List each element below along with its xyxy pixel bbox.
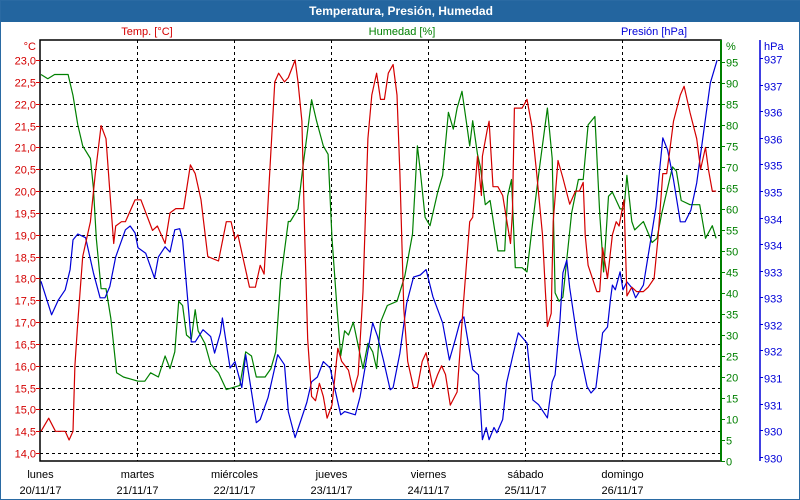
temp-tick-label: 15,0 bbox=[15, 405, 36, 417]
x-tick-day: lunes bbox=[27, 469, 54, 481]
pressure-tick-label: 937 bbox=[764, 82, 782, 94]
pressure-tick-label: 931 bbox=[764, 401, 782, 413]
x-tick-date: 23/11/17 bbox=[310, 485, 352, 497]
pressure-tick-label: 933 bbox=[764, 268, 782, 280]
temp-tick-label: 18,5 bbox=[15, 253, 36, 265]
legend-pressure: Presión [hPa] bbox=[621, 26, 687, 38]
temp-tick-label: 14,0 bbox=[15, 449, 36, 461]
humidity-tick-label: 15 bbox=[726, 394, 738, 406]
pressure-tick-label: 935 bbox=[764, 188, 782, 200]
humidity-tick-label: 30 bbox=[726, 331, 738, 343]
x-tick-day: jueves bbox=[315, 469, 348, 481]
temp-tick-label: 21,0 bbox=[15, 143, 36, 155]
humidity-tick-label: 20 bbox=[726, 373, 738, 385]
temp-tick-label: 20,5 bbox=[15, 165, 36, 177]
pressure-unit: hPa bbox=[764, 41, 784, 53]
legend-temp: Temp. [°C] bbox=[121, 26, 172, 38]
pressure-tick-label: 933 bbox=[764, 294, 782, 306]
pressure-tick-label: 937 bbox=[764, 55, 782, 67]
temp-tick-label: 17,5 bbox=[15, 296, 36, 308]
x-tick-day: domingo bbox=[601, 469, 643, 481]
pressure-tick-label: 934 bbox=[764, 241, 782, 253]
x-tick-date: 20/11/17 bbox=[19, 485, 61, 497]
humidity-tick-label: 80 bbox=[726, 121, 738, 133]
temp-tick-label: 22,0 bbox=[15, 100, 36, 112]
pressure-tick-label: 932 bbox=[764, 321, 782, 333]
temp-tick-label: 23,0 bbox=[15, 56, 36, 68]
temp-tick-label: 15,5 bbox=[15, 384, 36, 396]
x-tick-date: 21/11/17 bbox=[116, 485, 158, 497]
x-tick-day: miércoles bbox=[211, 469, 259, 481]
pressure-series-line bbox=[40, 60, 718, 441]
temp-tick-label: 19,5 bbox=[15, 209, 36, 221]
humidity-tick-label: 90 bbox=[726, 79, 738, 91]
humidity-unit: % bbox=[726, 41, 736, 53]
humidity-tick-label: 85 bbox=[726, 100, 738, 112]
humidity-tick-label: 75 bbox=[726, 142, 738, 154]
x-tick-day: sábado bbox=[507, 469, 543, 481]
humidity-tick-label: 55 bbox=[726, 226, 738, 238]
humidity-tick-label: 0 bbox=[726, 457, 732, 469]
humidity-tick-label: 5 bbox=[726, 436, 732, 448]
pressure-tick-label: 931 bbox=[764, 374, 782, 386]
temp-tick-label: 22,5 bbox=[15, 78, 36, 90]
humidity-tick-label: 60 bbox=[726, 205, 738, 217]
pressure-tick-label: 930 bbox=[764, 454, 782, 466]
x-tick-date: 24/11/17 bbox=[407, 485, 449, 497]
humidity-tick-label: 95 bbox=[726, 58, 738, 70]
temp-tick-label: 18,0 bbox=[15, 274, 36, 286]
temp-unit: °C bbox=[24, 41, 36, 53]
humidity-tick-label: 10 bbox=[726, 415, 738, 427]
window-title: Temperatura, Presión, Humedad bbox=[1, 1, 800, 22]
temp-tick-label: 16,5 bbox=[15, 340, 36, 352]
x-tick-day: martes bbox=[121, 469, 155, 481]
humidity-tick-label: 70 bbox=[726, 163, 738, 175]
humidity-tick-label: 25 bbox=[726, 352, 738, 364]
humidity-tick-label: 45 bbox=[726, 268, 738, 280]
temp-series-line bbox=[40, 59, 717, 441]
temp-tick-label: 19,0 bbox=[15, 231, 36, 243]
pressure-tick-label: 936 bbox=[764, 135, 782, 147]
x-tick-day: viernes bbox=[411, 469, 447, 481]
temp-tick-label: 17,0 bbox=[15, 318, 36, 330]
legend-humidity: Humedad [%] bbox=[369, 26, 436, 38]
humidity-series-line bbox=[40, 73, 717, 391]
humidity-tick-label: 40 bbox=[726, 289, 738, 301]
x-tick-date: 22/11/17 bbox=[213, 485, 255, 497]
pressure-tick-label: 934 bbox=[764, 215, 782, 227]
pressure-tick-label: 932 bbox=[764, 347, 782, 359]
pressure-tick-label: 936 bbox=[764, 108, 782, 120]
temp-tick-label: 16,0 bbox=[15, 362, 36, 374]
temp-tick-label: 21,5 bbox=[15, 122, 36, 134]
temp-tick-label: 14,5 bbox=[15, 427, 36, 439]
temp-tick-label: 20,0 bbox=[15, 187, 36, 199]
humidity-tick-label: 65 bbox=[726, 184, 738, 196]
pressure-tick-label: 935 bbox=[764, 161, 782, 173]
humidity-tick-label: 35 bbox=[726, 310, 738, 322]
x-tick-date: 26/11/17 bbox=[601, 485, 643, 497]
x-tick-date: 25/11/17 bbox=[504, 485, 546, 497]
pressure-tick-label: 930 bbox=[764, 427, 782, 439]
humidity-tick-label: 50 bbox=[726, 247, 738, 259]
